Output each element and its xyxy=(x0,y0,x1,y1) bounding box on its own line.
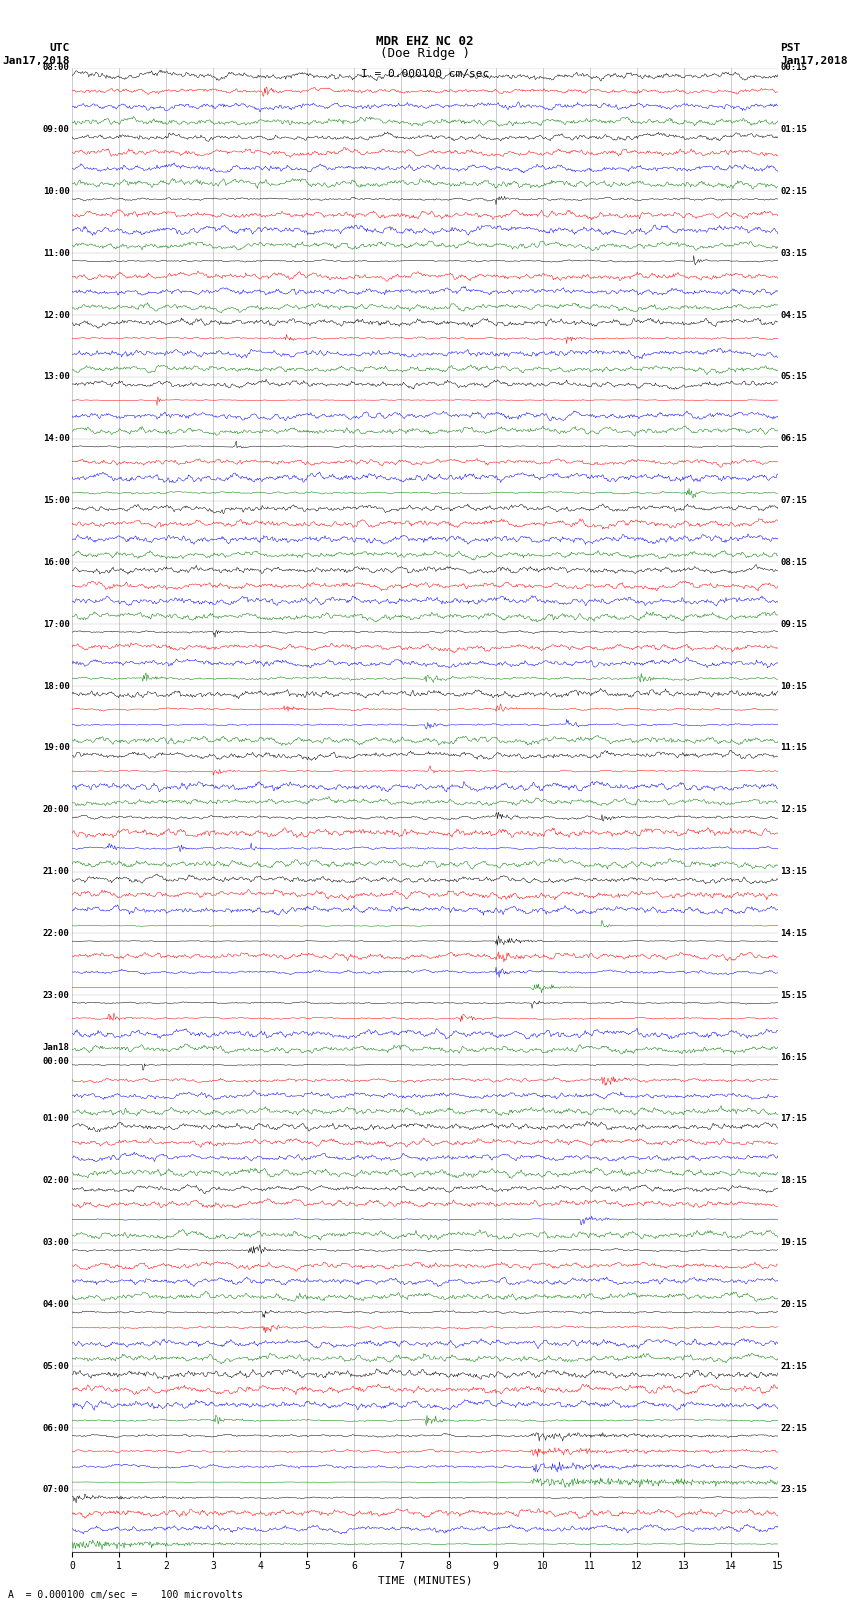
Text: 01:00: 01:00 xyxy=(42,1115,70,1123)
Text: A  = 0.000100 cm/sec =    100 microvolts: A = 0.000100 cm/sec = 100 microvolts xyxy=(8,1590,243,1600)
Text: 00:15: 00:15 xyxy=(780,63,808,73)
Text: PST: PST xyxy=(780,44,801,53)
Text: 05:00: 05:00 xyxy=(42,1361,70,1371)
Text: 18:00: 18:00 xyxy=(42,682,70,690)
Text: 04:15: 04:15 xyxy=(780,311,808,319)
Text: 13:00: 13:00 xyxy=(42,373,70,381)
Text: 04:00: 04:00 xyxy=(42,1300,70,1308)
Text: 21:00: 21:00 xyxy=(42,868,70,876)
Text: MDR EHZ NC 02: MDR EHZ NC 02 xyxy=(377,35,473,48)
Text: 21:15: 21:15 xyxy=(780,1361,808,1371)
Text: 11:15: 11:15 xyxy=(780,744,808,752)
Text: Jan17,2018: Jan17,2018 xyxy=(780,56,847,66)
Text: 10:00: 10:00 xyxy=(42,187,70,195)
Text: 12:00: 12:00 xyxy=(42,311,70,319)
Text: 19:15: 19:15 xyxy=(780,1239,808,1247)
Text: 09:00: 09:00 xyxy=(42,126,70,134)
Text: 14:15: 14:15 xyxy=(780,929,808,937)
Text: 23:15: 23:15 xyxy=(780,1486,808,1494)
Text: 19:00: 19:00 xyxy=(42,744,70,752)
Text: 02:15: 02:15 xyxy=(780,187,808,195)
Text: 07:00: 07:00 xyxy=(42,1486,70,1494)
Text: Jan18: Jan18 xyxy=(42,1044,70,1052)
Text: 12:15: 12:15 xyxy=(780,805,808,815)
X-axis label: TIME (MINUTES): TIME (MINUTES) xyxy=(377,1576,473,1586)
Text: 22:15: 22:15 xyxy=(780,1424,808,1432)
Text: 02:00: 02:00 xyxy=(42,1176,70,1186)
Text: 18:15: 18:15 xyxy=(780,1176,808,1186)
Text: 10:15: 10:15 xyxy=(780,682,808,690)
Text: 03:15: 03:15 xyxy=(780,248,808,258)
Text: 00:00: 00:00 xyxy=(42,1057,70,1066)
Text: 16:15: 16:15 xyxy=(780,1053,808,1061)
Text: UTC: UTC xyxy=(49,44,70,53)
Text: 09:15: 09:15 xyxy=(780,619,808,629)
Text: 07:15: 07:15 xyxy=(780,497,808,505)
Text: 15:00: 15:00 xyxy=(42,497,70,505)
Text: 11:00: 11:00 xyxy=(42,248,70,258)
Text: 06:00: 06:00 xyxy=(42,1424,70,1432)
Text: 23:00: 23:00 xyxy=(42,990,70,1000)
Text: Jan17,2018: Jan17,2018 xyxy=(3,56,70,66)
Text: 14:00: 14:00 xyxy=(42,434,70,444)
Text: 17:00: 17:00 xyxy=(42,619,70,629)
Text: 06:15: 06:15 xyxy=(780,434,808,444)
Text: (Doe Ridge ): (Doe Ridge ) xyxy=(380,47,470,60)
Text: 05:15: 05:15 xyxy=(780,373,808,381)
Text: 01:15: 01:15 xyxy=(780,126,808,134)
Text: 16:00: 16:00 xyxy=(42,558,70,566)
Text: 20:00: 20:00 xyxy=(42,805,70,815)
Text: 22:00: 22:00 xyxy=(42,929,70,937)
Text: 08:00: 08:00 xyxy=(42,63,70,73)
Text: 17:15: 17:15 xyxy=(780,1115,808,1123)
Text: 20:15: 20:15 xyxy=(780,1300,808,1308)
Text: I = 0.000100 cm/sec: I = 0.000100 cm/sec xyxy=(361,69,489,79)
Text: 03:00: 03:00 xyxy=(42,1239,70,1247)
Text: 08:15: 08:15 xyxy=(780,558,808,566)
Text: 15:15: 15:15 xyxy=(780,990,808,1000)
Text: 13:15: 13:15 xyxy=(780,868,808,876)
